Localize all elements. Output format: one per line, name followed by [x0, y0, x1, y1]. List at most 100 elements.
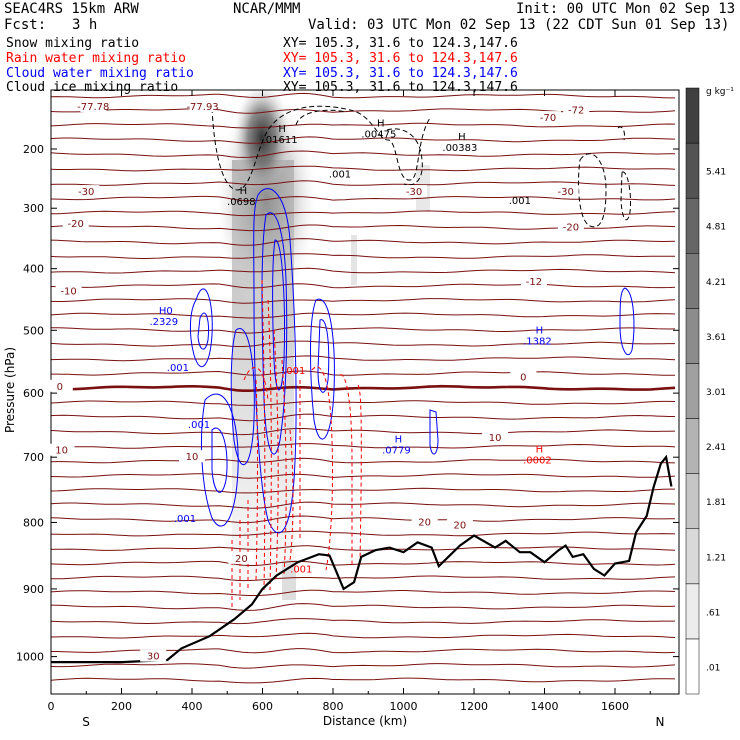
y-tick-label: 300	[23, 202, 44, 215]
temperature-contour-label: 0	[57, 382, 63, 393]
extremum-value: .00475	[361, 129, 396, 140]
temperature-contour	[51, 325, 676, 334]
contour-label-bg	[446, 518, 473, 531]
temperature-contour-label: 20	[235, 554, 248, 565]
temperature-contour	[51, 340, 675, 347]
contour-label-bg	[140, 649, 167, 662]
temperature-contour	[51, 238, 676, 246]
extremum-marker: H	[395, 435, 403, 446]
fcst-value: 3 h	[72, 17, 98, 33]
temperature-contour-label: 30	[147, 652, 160, 663]
temperature-contour	[51, 560, 676, 566]
temperature-contour-label: 10	[489, 433, 502, 444]
colorbar-level-label: 4.21	[706, 278, 726, 288]
temperature-contour	[51, 312, 676, 319]
x-end-label-left: S	[82, 715, 90, 729]
temperature-contour	[51, 210, 676, 217]
extremum-marker: H	[536, 444, 544, 455]
colorbar-swatch	[685, 87, 700, 144]
rain-water-contours	[231, 279, 362, 610]
contour-label-bg	[55, 284, 82, 297]
temperature-contour	[51, 150, 676, 158]
contour-label-bg	[401, 185, 428, 198]
colorbar-swatch	[685, 363, 700, 419]
temperature-contour-label: 20	[418, 517, 431, 528]
x-tick-label: 1400	[531, 700, 559, 713]
temperature-contour	[51, 370, 676, 376]
temperature-contour	[51, 603, 676, 611]
field-label-cloud-water: Cloud water mixing ratio	[6, 66, 194, 81]
y-tick-label: 200	[23, 143, 44, 156]
field-label-cloud-ice: Cloud ice mixing ratio	[6, 80, 179, 95]
x-end-label-right: N	[656, 715, 665, 729]
temperature-contour	[51, 180, 676, 186]
temperature-contour	[51, 575, 676, 582]
x-tick-label: 400	[182, 700, 203, 713]
colorbar-level-label: 1.81	[706, 498, 726, 508]
contour-label-bg	[552, 185, 579, 198]
x-tick-label: 200	[111, 700, 132, 713]
field-xy-cloud-ice: XY= 105.3, 31.6 to 124.3,147.6	[283, 80, 518, 95]
x-tick-label: 1600	[601, 700, 629, 713]
extremum-value: .001	[290, 565, 312, 576]
colorbar-level-label: 5.41	[706, 168, 726, 178]
extremum-value: .01611	[263, 135, 298, 146]
colorbar: .01 .61 1.21 1.81 2.41 3.01 3.61 4.21 4.81 5.41	[685, 87, 726, 695]
temperature-contour	[51, 92, 675, 99]
temperature-contour	[51, 663, 676, 669]
extremum-value: .001	[329, 169, 351, 180]
cloud-water-contours	[189, 188, 635, 534]
colorbar-swatch	[685, 253, 700, 309]
x-axis-label: Distance (km)	[323, 714, 407, 728]
colorbar-swatch	[685, 142, 700, 199]
field-label-snow: Snow mixing ratio	[6, 36, 140, 51]
colorbar-swatch	[685, 197, 700, 254]
colorbar-level-label: .01	[706, 663, 720, 673]
temperature-contour	[51, 515, 676, 524]
contour-label-bg	[189, 100, 216, 113]
extremum-value: .001	[509, 196, 531, 207]
y-tick-label: 400	[23, 263, 44, 276]
temperature-contour	[51, 501, 676, 509]
temperature-contour	[51, 195, 676, 202]
temperature-contour	[51, 677, 676, 684]
temperature-contour-label: -77.93	[186, 102, 218, 113]
colorbar-level-label: 3.01	[706, 388, 726, 398]
temperature-contour	[51, 632, 676, 639]
temperature-contour-label: -77.78	[77, 102, 109, 113]
temperature-contour-label: -30	[406, 187, 422, 198]
contour-label-bg	[80, 100, 107, 113]
extremum-value: .001	[167, 363, 189, 374]
colorbar-swatch	[685, 528, 700, 585]
contour-label-bg	[482, 430, 509, 443]
extremum-value: .1382	[523, 337, 552, 348]
x-tick-label: 800	[323, 700, 344, 713]
colorbar-swatch	[685, 638, 700, 695]
field-xy-snow: XY= 105.3, 31.6 to 124.3,147.6	[283, 36, 518, 51]
extremum-marker: H	[278, 124, 286, 135]
temperature-contour	[51, 589, 676, 596]
fcst-label: Fcst:	[4, 17, 47, 33]
colorbar-swatch	[685, 583, 700, 640]
temperature-contour	[51, 487, 675, 494]
colorbar-swatch	[685, 308, 700, 364]
temperature-contour	[51, 457, 676, 464]
extremum-marker: H	[240, 186, 248, 197]
temperature-contour-label: -10	[60, 286, 76, 297]
temperature-contour	[51, 267, 676, 274]
temperature-contour	[51, 355, 676, 362]
colorbar-level-label: 4.81	[706, 223, 726, 233]
colorbar-level-label: .61	[706, 608, 720, 618]
model-title: SEAC4RS 15km ARW	[4, 1, 139, 17]
y-tick-label: 500	[23, 324, 44, 337]
colorbar-swatch	[685, 418, 700, 474]
y-tick-label: 800	[23, 516, 44, 529]
contour-label-bg	[535, 111, 562, 124]
temperature-contour	[51, 413, 675, 422]
temperature-contour-label: 10	[55, 446, 68, 457]
temperature-contour	[51, 165, 676, 172]
contour-labels: -77.78 -77.93 -70 -72 -30 -30 -30 -20 -20 -10 -12 0…	[46, 100, 590, 663]
